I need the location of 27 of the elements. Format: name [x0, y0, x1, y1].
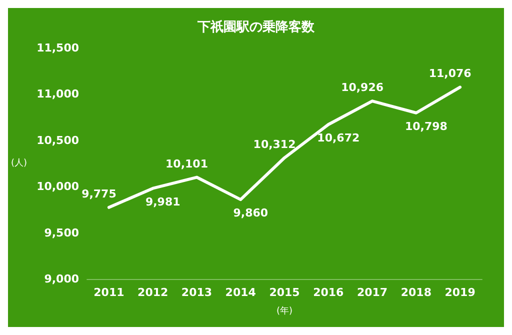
- x-tick-label: 2016: [313, 286, 344, 299]
- x-tick-label: 2013: [181, 286, 212, 299]
- x-tick-label: 2014: [225, 286, 256, 299]
- y-tick-label: 9,000: [44, 272, 80, 286]
- y-tick-label: 11,500: [36, 42, 80, 54]
- y-tick-label: 10,000: [36, 180, 80, 194]
- y-tick-label: 9,500: [44, 226, 80, 240]
- data-label: 9,775: [82, 187, 116, 200]
- data-label: 10,926: [341, 81, 384, 94]
- data-label: 10,312: [253, 138, 296, 151]
- y-axis-title: (人): [10, 158, 28, 168]
- x-tick-label: 2019: [444, 286, 476, 299]
- x-tick-label: 2011: [94, 286, 124, 299]
- data-label: 9,981: [145, 195, 180, 208]
- chart-title: 下祇園駅の乗降客数: [196, 19, 316, 35]
- x-tick-label: 2015: [269, 286, 300, 299]
- data-label: 10,798: [404, 120, 448, 133]
- x-tick-label: 2018: [400, 286, 432, 299]
- data-label: 11,076: [428, 67, 472, 80]
- data-label: 10,672: [317, 132, 360, 145]
- x-tick-label: 2012: [138, 286, 168, 299]
- y-tick-label: 10,500: [36, 134, 80, 147]
- y-tick-label: 11,000: [36, 88, 80, 101]
- data-label: 10,101: [166, 157, 208, 170]
- data-label: 9,860: [233, 206, 268, 220]
- x-axis-title: (年): [276, 306, 293, 316]
- x-tick-label: 2017: [356, 286, 388, 299]
